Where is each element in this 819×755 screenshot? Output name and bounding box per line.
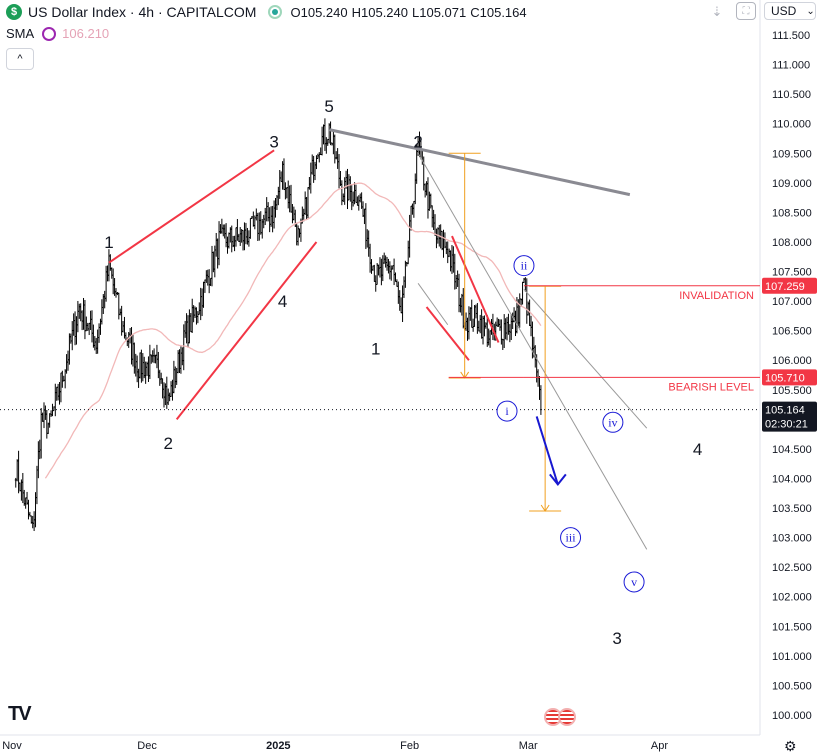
wave-label: 3 bbox=[612, 629, 621, 648]
y-tick-label: 111.000 bbox=[772, 60, 810, 72]
ohlc-key: L bbox=[412, 4, 420, 20]
red-trendline[interactable] bbox=[451, 235, 500, 343]
sma-settings-icon[interactable] bbox=[42, 26, 57, 41]
projection-arrowhead bbox=[540, 504, 550, 512]
market-status-icon bbox=[268, 5, 283, 19]
wave-circle bbox=[560, 527, 582, 549]
level-price-tag bbox=[762, 369, 817, 386]
ohlc-key: H bbox=[351, 4, 361, 20]
arrowhead bbox=[549, 473, 567, 486]
currency-label: USD bbox=[771, 4, 797, 18]
wave-circle bbox=[623, 571, 645, 593]
y-tick-label: 109.000 bbox=[772, 178, 812, 190]
level-price-value: 107.259 bbox=[765, 281, 805, 293]
wave-label: 4 bbox=[278, 292, 287, 311]
bar-countdown: 02:30:21 bbox=[765, 419, 808, 431]
currency-select[interactable]: USD ⌄ bbox=[764, 2, 816, 20]
wave-label: 4 bbox=[693, 440, 702, 459]
chart-header: $ US Dollar Index · 4h · CAPITALCOM O105… bbox=[6, 3, 531, 21]
last-price-value: 105.164 bbox=[765, 405, 805, 417]
y-tick-label: 104.000 bbox=[772, 473, 812, 485]
us-flag-icon[interactable] bbox=[558, 708, 576, 726]
y-tick-label: 103.500 bbox=[772, 503, 812, 515]
y-tick-label: 102.500 bbox=[772, 562, 812, 574]
gear-icon[interactable]: ⚙ bbox=[784, 738, 797, 754]
collapse-legend-button[interactable]: ^ bbox=[6, 48, 34, 70]
y-tick-label: 104.500 bbox=[772, 444, 812, 456]
level-price-tag bbox=[762, 277, 817, 294]
x-tick-label: Mar bbox=[519, 740, 538, 752]
y-tick-label: 103.000 bbox=[772, 533, 812, 545]
x-tick-label: Nov bbox=[2, 740, 22, 752]
tradingview-logo[interactable]: TV bbox=[8, 703, 32, 725]
wave-label: 3 bbox=[269, 132, 278, 151]
x-tick-label: Dec bbox=[137, 740, 157, 752]
y-tick-label: 110.000 bbox=[772, 119, 811, 131]
y-tick-label: 101.000 bbox=[772, 651, 812, 663]
wave-label: 1 bbox=[371, 339, 380, 358]
wave-label: 2 bbox=[163, 434, 172, 453]
y-tick-label: 108.000 bbox=[772, 237, 812, 249]
y-tick-label: 101.500 bbox=[772, 621, 812, 633]
y-tick-label: 107.000 bbox=[772, 296, 812, 308]
y-tick-label: 106.500 bbox=[772, 326, 812, 338]
sma-line bbox=[44, 182, 542, 479]
wave-label: iv bbox=[608, 415, 617, 429]
x-tick-label: Apr bbox=[651, 740, 668, 752]
level-label: INVALIDATION bbox=[679, 290, 754, 302]
red-trendline[interactable] bbox=[175, 241, 318, 420]
channel-line[interactable] bbox=[417, 283, 449, 326]
fullscreen-icon[interactable]: ⛶ bbox=[736, 2, 756, 20]
x-tick-label: 2025 bbox=[266, 740, 290, 752]
level-label: BEARISH LEVEL bbox=[668, 381, 754, 393]
wave-circle bbox=[513, 255, 535, 277]
wave-label: 2 bbox=[413, 132, 422, 151]
sma-label: SMA bbox=[6, 26, 35, 41]
level-price-value: 105.710 bbox=[765, 372, 805, 384]
ohlc-value: 105.240 bbox=[300, 4, 348, 20]
download-icon[interactable]: ⇣ bbox=[711, 4, 723, 19]
ohlc-value: 105.071 bbox=[419, 4, 467, 20]
y-tick-label: 102.000 bbox=[772, 592, 812, 604]
dollar-logo-icon: $ bbox=[6, 4, 22, 20]
y-tick-label: 106.000 bbox=[772, 355, 812, 367]
wave-label: 1 bbox=[104, 233, 113, 252]
ohlc-readout: O105.240 H105.240 L105.071 C105.164 bbox=[290, 5, 530, 20]
wave-label: 5 bbox=[324, 97, 333, 116]
y-tick-label: 105.500 bbox=[772, 385, 812, 397]
projection-arrowhead bbox=[460, 371, 470, 379]
ohlc-key: C bbox=[470, 4, 480, 20]
projection-arrow[interactable] bbox=[535, 416, 559, 485]
red-trendline[interactable] bbox=[108, 149, 275, 264]
y-tick-label: 100.000 bbox=[772, 710, 812, 722]
channel-line[interactable] bbox=[523, 288, 648, 429]
y-tick-label: 111.500 bbox=[772, 30, 810, 42]
chevron-down-icon: ⌄ bbox=[806, 5, 815, 17]
y-tick-label: 109.500 bbox=[772, 148, 812, 160]
ohlc-value: 105.164 bbox=[479, 4, 527, 20]
wave-label: v bbox=[631, 575, 637, 589]
wave-label: i bbox=[505, 404, 509, 418]
sma-legend[interactable]: SMA 106.210 bbox=[6, 26, 109, 41]
y-tick-label: 108.500 bbox=[772, 207, 812, 219]
wave-label: ii bbox=[521, 259, 528, 273]
channel-line[interactable] bbox=[417, 153, 648, 550]
red-trendline[interactable] bbox=[425, 306, 470, 361]
ohlc-value: 105.240 bbox=[361, 4, 408, 20]
y-tick-label: 107.500 bbox=[772, 267, 812, 279]
wave-circle bbox=[602, 411, 624, 433]
y-tick-label: 100.500 bbox=[772, 680, 812, 692]
y-tick-label: 110.500 bbox=[772, 89, 811, 101]
wave-label: iii bbox=[566, 531, 577, 545]
symbol-line[interactable]: US Dollar Index · 4h · CAPITALCOM bbox=[28, 4, 257, 20]
x-tick-label: Feb bbox=[400, 740, 419, 752]
last-price-tag bbox=[762, 401, 817, 432]
ohlc-key: O bbox=[290, 4, 301, 20]
wave-circle bbox=[496, 400, 518, 422]
sma-value: 106.210 bbox=[62, 26, 110, 41]
gray-trendline[interactable] bbox=[328, 128, 631, 197]
